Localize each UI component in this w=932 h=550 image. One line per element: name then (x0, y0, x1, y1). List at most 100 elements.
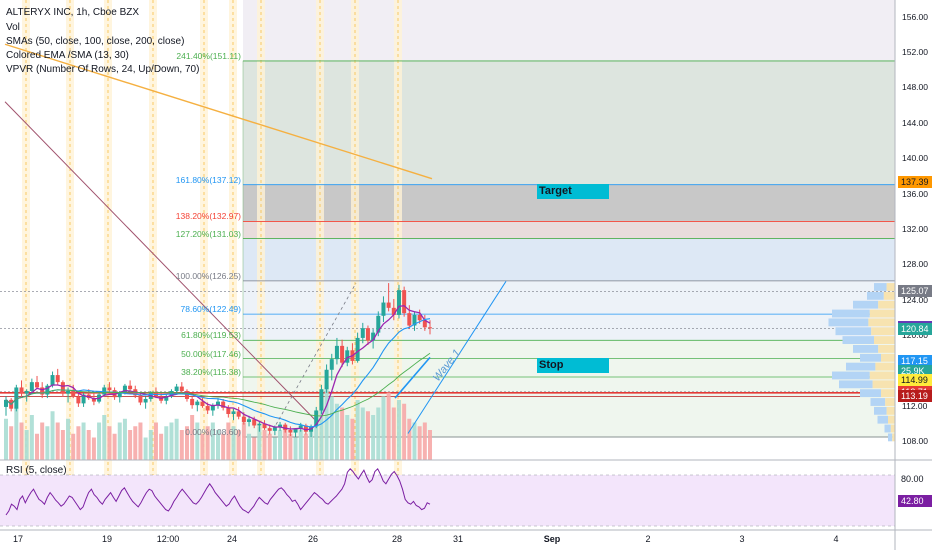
candle-body (355, 337, 360, 361)
volume-bar (412, 422, 417, 460)
time-tick-label: 3 (739, 534, 745, 544)
volume-bar (200, 433, 205, 460)
volume-bar (309, 426, 314, 460)
candle-body (210, 405, 215, 411)
price-tag: 25.9K (898, 364, 932, 377)
candle-body (272, 427, 277, 431)
volume-bar (345, 415, 350, 460)
indicator-ema[interactable]: Colored EMA /SMA (13, 30) (6, 50, 129, 61)
fib-zone-127 (243, 238, 895, 281)
candle-body (412, 314, 417, 326)
candle-body (164, 396, 169, 401)
vpvr-bar-up (842, 336, 874, 344)
vpvr-bar-down (886, 283, 895, 291)
vpvr-bar-down (892, 433, 895, 442)
candle-body (252, 419, 257, 426)
time-tick-label: 26 (307, 534, 319, 544)
wave-line (407, 281, 507, 434)
candle-body (262, 423, 267, 429)
volume-bar (122, 418, 127, 460)
volume-bar (169, 422, 174, 460)
price-tag: 114.99 (898, 374, 932, 387)
price-tick-label: 128.00 (902, 259, 928, 270)
time-tick-label: 12:00 (156, 534, 180, 544)
time-tick-label: 19 (101, 534, 113, 544)
candle-body (216, 401, 220, 406)
session-band (394, 0, 402, 526)
vpvr-bar-down (886, 406, 895, 415)
vpvr-bar-down (878, 345, 895, 353)
volume-bar (247, 433, 252, 460)
candle-body (376, 315, 381, 333)
price-tick-label: 112.00 (902, 400, 928, 411)
volume-bar (340, 407, 345, 460)
volume-bar (241, 422, 246, 460)
indicator-smas[interactable]: SMAs (50, close, 100, close, 200, close) (6, 36, 185, 47)
rsi-title[interactable]: RSI (5, close) (6, 465, 67, 476)
price-tag: 137.39 (898, 176, 932, 189)
candle-body (184, 391, 189, 399)
vpvr-bar-up (832, 309, 870, 318)
candle-body (247, 419, 252, 422)
volume-bar (112, 433, 117, 460)
candle-body (386, 302, 391, 308)
candle-body (298, 425, 303, 430)
price-tick-label: 140.00 (902, 153, 928, 164)
volume-bar (278, 430, 283, 460)
price-tag: 113.19 (898, 390, 932, 403)
volume-bar (329, 396, 334, 460)
vpvr-bar-down (881, 353, 895, 362)
volume-bar (365, 411, 370, 460)
candle-body (117, 392, 122, 398)
candle-body (66, 391, 71, 394)
candle-body (319, 389, 324, 411)
candle-body (365, 328, 370, 341)
volume-bar (174, 418, 179, 460)
candle-body (128, 385, 133, 390)
candle-body (81, 394, 86, 404)
fib-label: 127.20%(131.03) (175, 228, 241, 239)
volume-bar (334, 403, 339, 460)
candle-body (278, 424, 283, 428)
volume-bar (24, 430, 29, 460)
candle-body (407, 313, 412, 326)
price-tag: 120.84 (898, 322, 932, 335)
volume-bar (153, 422, 158, 460)
candle-body (174, 386, 179, 391)
price-tick-label: 152.00 (902, 47, 928, 58)
fib-label: 241.40%(151.11) (176, 50, 241, 61)
candle-body (329, 359, 334, 370)
vpvr-bar-up (853, 345, 879, 353)
candle-body (19, 387, 24, 394)
volume-bar (381, 396, 386, 460)
fib-zone-138 (243, 221, 895, 239)
vpvr-bar-down (883, 291, 895, 300)
volume-bar (428, 430, 432, 460)
candle-body (303, 425, 308, 432)
indicator-vpvr[interactable]: VPVR (Number Of Rows, 24, Up/Down, 70) (6, 64, 200, 75)
volume-bar (55, 422, 60, 460)
volume-bar (371, 415, 376, 460)
time-tick-label: 2 (645, 534, 651, 544)
volume-bar (391, 407, 396, 460)
volume-bar (195, 422, 200, 460)
volume-bar (267, 433, 272, 460)
vpvr-bar-down (871, 327, 895, 336)
indicator-vol[interactable]: Vol (6, 22, 20, 33)
vpvr-bar-down (885, 398, 895, 406)
price-tick-label: 108.00 (902, 436, 928, 447)
fib-label: 38.20%(115.38) (181, 367, 241, 378)
candle-body (241, 416, 246, 422)
vpvr-bar-down (874, 336, 895, 344)
vpvr-bar-up (828, 318, 869, 327)
volume-bar (35, 433, 40, 460)
volume-bar (133, 426, 138, 460)
candle-body (283, 424, 288, 430)
symbol-title[interactable]: ALTERYX INC, 1h, Cboe BZX (6, 7, 140, 18)
candle-body (91, 398, 96, 402)
session-band (316, 0, 324, 526)
volume-bar (60, 430, 65, 460)
price-tag: 125.07 (898, 285, 932, 298)
